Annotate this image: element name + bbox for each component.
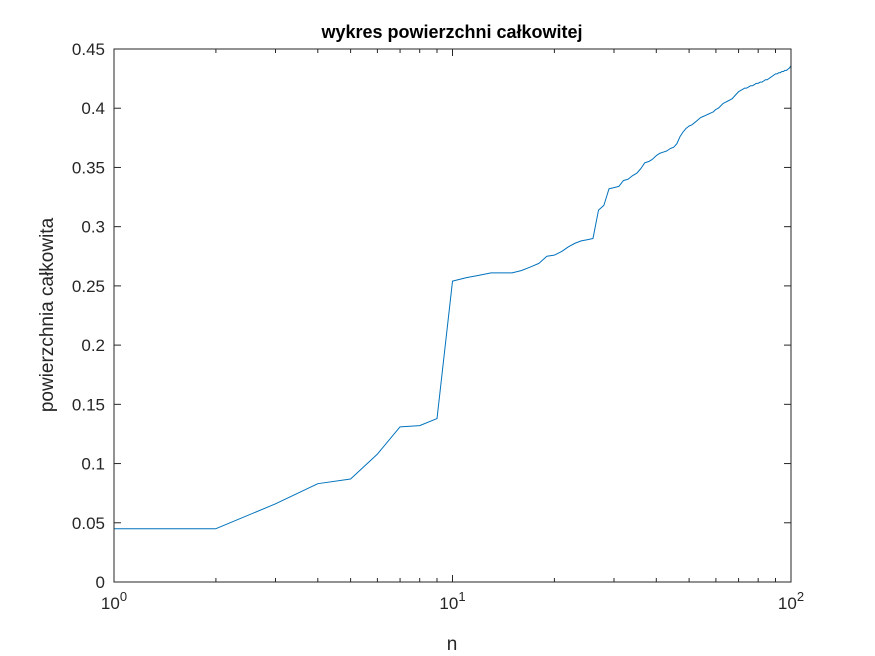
y-tick-label: 0.15 [72, 395, 105, 414]
y-tick-label: 0.3 [81, 218, 105, 237]
y-axis-label: powierzchnia całkowita [37, 217, 58, 412]
x-tick-label: 102 [778, 589, 804, 613]
y-tick-label: 0.35 [72, 158, 105, 177]
y-tick-label: 0 [96, 573, 105, 592]
y-tick-label: 0.05 [72, 514, 105, 533]
y-tick-label: 0.1 [81, 455, 105, 474]
y-tick-label: 0.45 [72, 40, 105, 59]
plot-area [114, 49, 791, 582]
x-tick-label: 100 [101, 589, 127, 613]
chart-title: wykres powierzchni całkowitej [320, 22, 582, 42]
x-tick-label: 101 [439, 589, 465, 613]
series-line-0 [114, 65, 792, 530]
y-tick-label: 0.25 [72, 277, 105, 296]
y-tick-label: 0.2 [81, 336, 105, 355]
x-axis-label: n [447, 634, 458, 655]
y-tick-label: 0.4 [81, 99, 105, 118]
